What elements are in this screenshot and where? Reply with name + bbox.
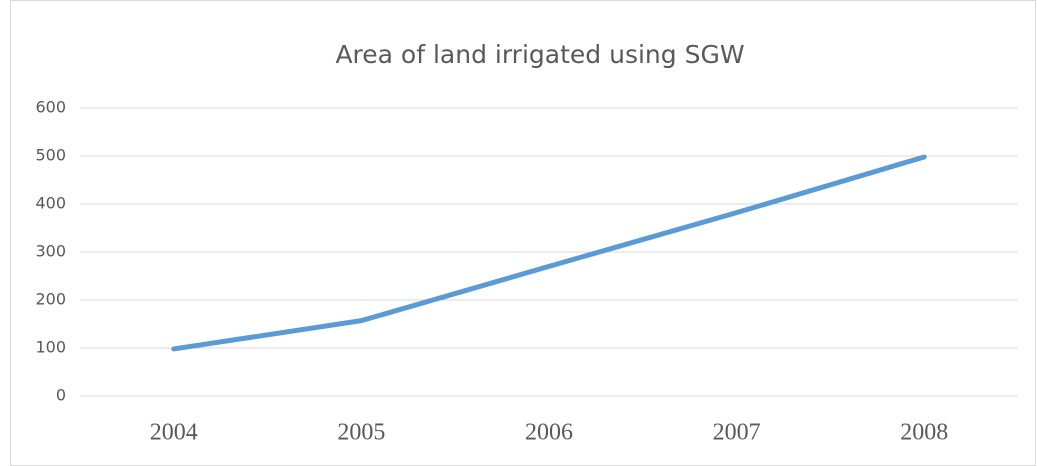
y-tick-label: 0: [56, 386, 66, 405]
y-tick-label: 200: [35, 290, 66, 309]
y-tick-label: 300: [35, 242, 66, 261]
y-tick-label: 100: [35, 338, 66, 357]
x-tick-label: 2006: [525, 420, 573, 446]
y-tick-label: 400: [35, 194, 66, 213]
y-tick-label: 500: [35, 146, 66, 165]
data-line: [171, 154, 927, 352]
x-tick-label: 2004: [150, 420, 198, 446]
y-tick-label: 600: [35, 98, 66, 117]
chart-title: Area of land irrigated using SGW: [335, 40, 744, 69]
x-tick-label: 2008: [900, 420, 948, 446]
x-tick-label: 2007: [713, 420, 761, 446]
x-tick-label: 2005: [337, 420, 385, 446]
chart-frame: [10, 0, 1036, 466]
